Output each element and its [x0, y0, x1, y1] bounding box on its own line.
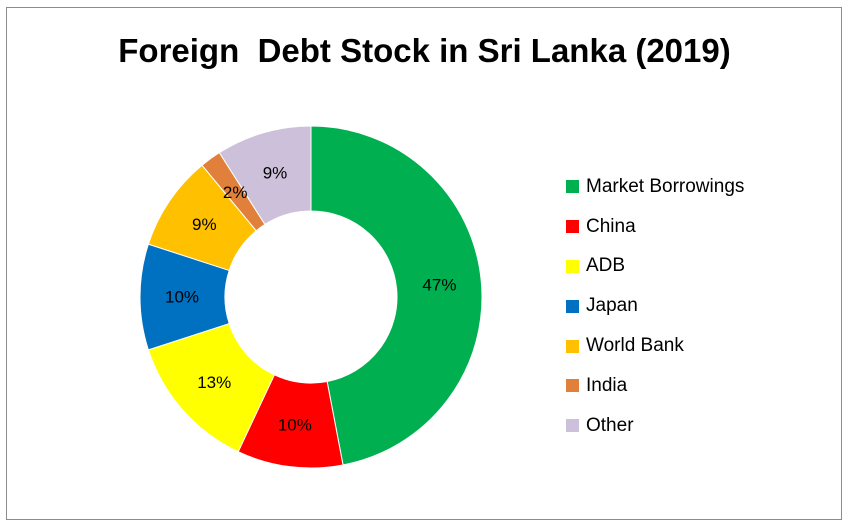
legend-swatch [566, 379, 579, 393]
data-label-china: 10% [278, 415, 312, 434]
legend-label: World Bank [586, 335, 684, 357]
legend-item-market-borrowings: Market Borrowings [566, 167, 744, 207]
legend-swatch [566, 259, 579, 273]
legend-swatch [566, 299, 579, 313]
legend-item-other: Other [566, 406, 744, 446]
data-label-market-borrowings: 47% [422, 275, 456, 294]
data-label-india: 2% [223, 183, 248, 202]
legend-item-china: China [566, 207, 744, 247]
legend-label: Japan [586, 295, 638, 317]
data-label-adb: 13% [197, 373, 231, 392]
legend-swatch [566, 339, 579, 353]
legend-label: ADB [586, 255, 626, 277]
legend-label: India [586, 374, 628, 396]
legend-item-japan: Japan [566, 286, 744, 326]
slice-other [218, 125, 312, 226]
legend-item-india: India [566, 366, 744, 406]
legend-item-world-bank: World Bank [566, 326, 744, 366]
legend-swatch [566, 220, 579, 234]
legend-label: Other [586, 414, 634, 436]
data-label-other: 9% [263, 164, 288, 183]
legend-swatch [566, 180, 579, 194]
legend-item-adb: ADB [566, 247, 744, 287]
chart-title: Foreign Debt Stock in Sri Lanka (2019) [118, 32, 731, 69]
data-label-japan: 10% [165, 288, 199, 307]
chart-legend: Market Borrowings China ADB Japan World … [566, 167, 744, 446]
legend-label: China [586, 215, 636, 237]
slice-market-borrowings [310, 125, 483, 466]
legend-label: Market Borrowings [586, 175, 745, 197]
data-label-world-bank: 9% [192, 215, 217, 234]
legend-swatch [566, 419, 579, 433]
